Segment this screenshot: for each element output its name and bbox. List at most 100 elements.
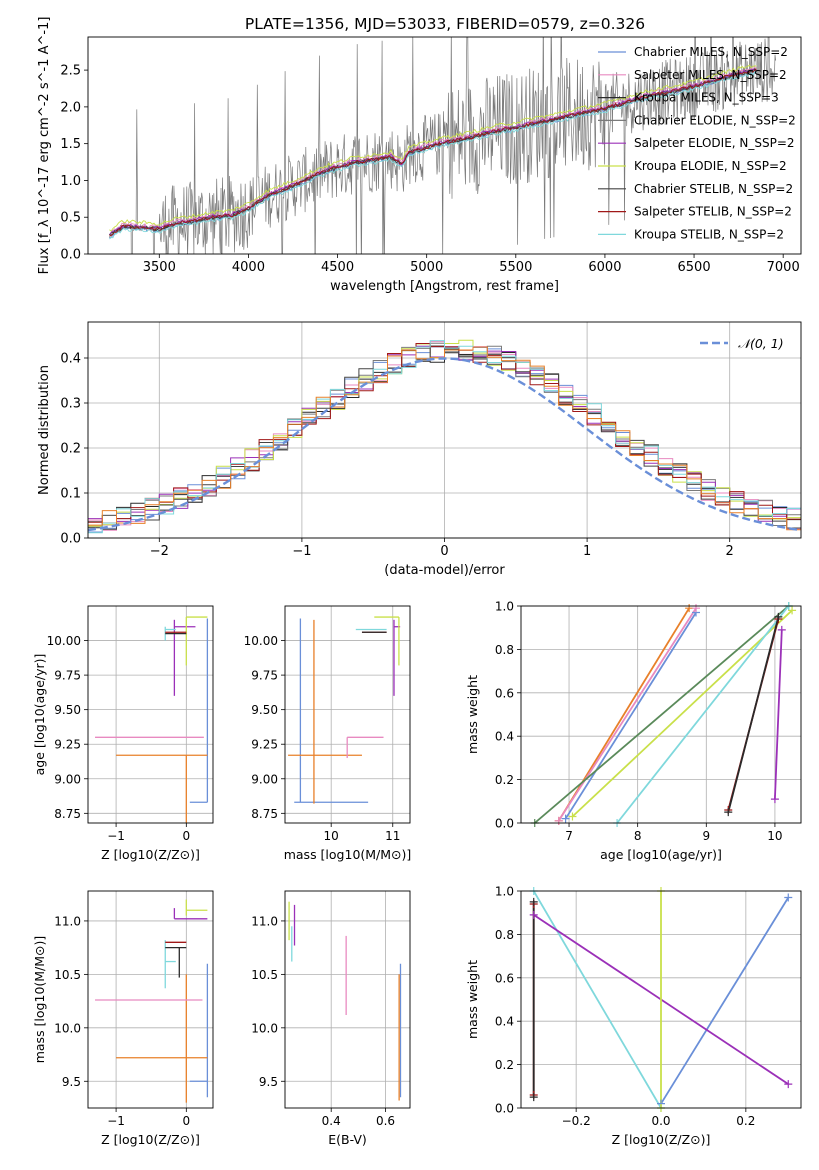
errorbar-kroupa-miles (165, 947, 187, 978)
mass-weight-marker (784, 893, 793, 902)
axes-frame (520, 890, 802, 1109)
age-vs-mass-panel: 10 11 8.75 9.00 9.25 9.50 9.75 10.00 mass [log10… (244, 605, 411, 862)
model-spectrum-line-kroupa-stelib (109, 71, 757, 240)
y-tick-label: 8.75 (54, 807, 81, 821)
axes-frame (284, 605, 411, 824)
legend-label: Kroupa MILES, N_SSP=3 (634, 91, 779, 105)
x-tick-label: 6000 (588, 260, 621, 275)
spectrum-legend: Chabrier MILES, N_SSP=2 Salpeter MILES, N… (598, 45, 796, 241)
axes-frame (87, 605, 214, 824)
x-tick-label: 2 (726, 544, 734, 559)
x-tick-label: −1 (107, 1114, 125, 1128)
mass-vs-metallicity-panel: −1 0 9.5 10.0 10.5 11.0 Z [log10(Z/Z⊙)] mass [l… (32, 890, 214, 1147)
errorbar-chabrier-miles (189, 618, 209, 803)
x-tick-label: −1 (107, 829, 125, 843)
plot-area (95, 899, 209, 1103)
x-tick-label: 0 (182, 1114, 190, 1128)
mass-weight-line-kroupa-miles (727, 616, 780, 813)
mass-weight-line-chabrier-miles (660, 897, 790, 1105)
legend-label: Kroupa ELODIE, N_SSP=2 (634, 159, 787, 173)
x-tick-label: 7000 (767, 260, 800, 275)
x-tick-label: −1 (292, 544, 311, 559)
axes-frame (87, 321, 802, 539)
x-tick-label: 0.0 (651, 1114, 670, 1128)
y-tick-label: 0.5 (60, 211, 81, 226)
axes-frame (520, 605, 802, 824)
mass-weight-line-kroupa-stelib (616, 606, 790, 823)
x-tick-label: 0 (440, 544, 448, 559)
x-tick-label: 7 (565, 829, 573, 843)
plot-area (109, 37, 777, 254)
residuals-legend: 𝒩(0, 1) (700, 336, 784, 351)
x-axis-label: Z [log10(Z/Z⊙)] (612, 1132, 711, 1147)
x-axis-label: wavelength [Angstrom, rest frame] (330, 279, 559, 294)
y-tick-label: 0.8 (495, 928, 514, 942)
y-tick-label: 1.5 (60, 137, 81, 152)
y-tick-label: 9.50 (54, 703, 81, 717)
x-tick-label: 9 (702, 829, 710, 843)
y-tick-label: 2.0 (60, 100, 81, 115)
y-tick-label: 10.00 (244, 634, 278, 648)
mass-weight-line-salpeter-elodie (774, 629, 783, 800)
model-spectrum-line-kroupa-elodie (109, 64, 757, 232)
plot-area (534, 606, 793, 823)
model-spectrum-line-salpeter-miles (109, 66, 757, 236)
plot-area (95, 616, 209, 823)
errorbar-kroupa-elodie (374, 616, 400, 666)
y-tick-label: 0.4 (495, 730, 514, 744)
mass-weight-marker (529, 897, 538, 906)
x-axis-label: E(B-V) (328, 1132, 367, 1147)
x-tick-label: 5000 (410, 260, 443, 275)
errorbar-chabrier-miles (189, 963, 209, 1098)
normal-distribution-curve (88, 357, 801, 532)
mass-weight-vs-metallicity-panel: −0.2 0.0 0.2 0.0 0.2 0.4 0.6 0.8 1.0 Z [log10(Z/Z… (465, 885, 802, 1147)
observed-spectrum-line (111, 37, 777, 254)
y-tick-label: 1.0 (495, 600, 514, 614)
y-tick-label: 0.4 (495, 1015, 514, 1029)
y-axis-label: age [log10(age/yr)] (32, 654, 47, 776)
y-tick-label: 0.2 (495, 773, 514, 787)
y-axis-label: mass weight (465, 960, 480, 1039)
errorbar-orange (288, 619, 362, 804)
legend-label: Chabrier STELIB, N_SSP=2 (634, 182, 793, 196)
y-axis-label: Flux [f_λ 10^-17 erg cm^-2 s^-1 A^-1] (37, 17, 52, 275)
y-axis-label: mass [log10(M/M⊙)] (32, 936, 47, 1064)
y-tick-label: 0.3 (60, 397, 81, 412)
y-tick-label: 9.25 (251, 738, 278, 752)
x-tick-label: 1 (583, 544, 591, 559)
x-tick-label: 3500 (143, 260, 176, 275)
grid-lines (285, 606, 410, 823)
mass-weight-marker (685, 604, 694, 613)
mass-weight-marker (774, 612, 783, 621)
y-tick-label: 11.0 (251, 914, 278, 928)
axes-frame (87, 36, 802, 255)
y-tick-label: 10.00 (47, 634, 81, 648)
y-tick-label: 10.5 (54, 968, 81, 982)
errorbar-salpeter-elodie (173, 908, 208, 920)
legend-label: Chabrier MILES, N_SSP=2 (634, 45, 788, 59)
x-tick-label: 0.6 (376, 1114, 395, 1128)
y-tick-label: 0.6 (495, 686, 514, 700)
legend-label: Salpeter ELODIE, N_SSP=2 (634, 136, 795, 150)
age-vs-metallicity-panel: −1 0 8.75 9.00 9.25 9.50 9.75 10.00 Z [log10(Z/Z… (32, 605, 214, 862)
y-tick-label: 0.4 (60, 352, 81, 367)
errorbar-chabrier-miles (294, 618, 369, 803)
plot-area (288, 616, 401, 804)
y-tick-label: 2.5 (60, 64, 81, 79)
plot-area (288, 901, 402, 1101)
y-tick-label: 10.0 (251, 1021, 278, 1035)
errorbar-orange (116, 974, 208, 1103)
axes-frame (284, 890, 411, 1109)
errorbar-kroupa-elodie (185, 616, 208, 666)
plot-area (532, 891, 790, 1108)
mass-weight-line-orange (557, 607, 690, 822)
x-tick-label: 11 (385, 829, 400, 843)
mass-weight-marker (770, 795, 779, 804)
x-tick-label: 8 (634, 829, 642, 843)
y-tick-label: 1.0 (495, 885, 514, 899)
plot-area (88, 339, 801, 534)
mass-weight-marker (554, 816, 563, 825)
mass-weight-marker (568, 812, 577, 821)
y-tick-label: 9.5 (62, 1075, 81, 1089)
y-tick-label: 9.75 (251, 669, 278, 683)
